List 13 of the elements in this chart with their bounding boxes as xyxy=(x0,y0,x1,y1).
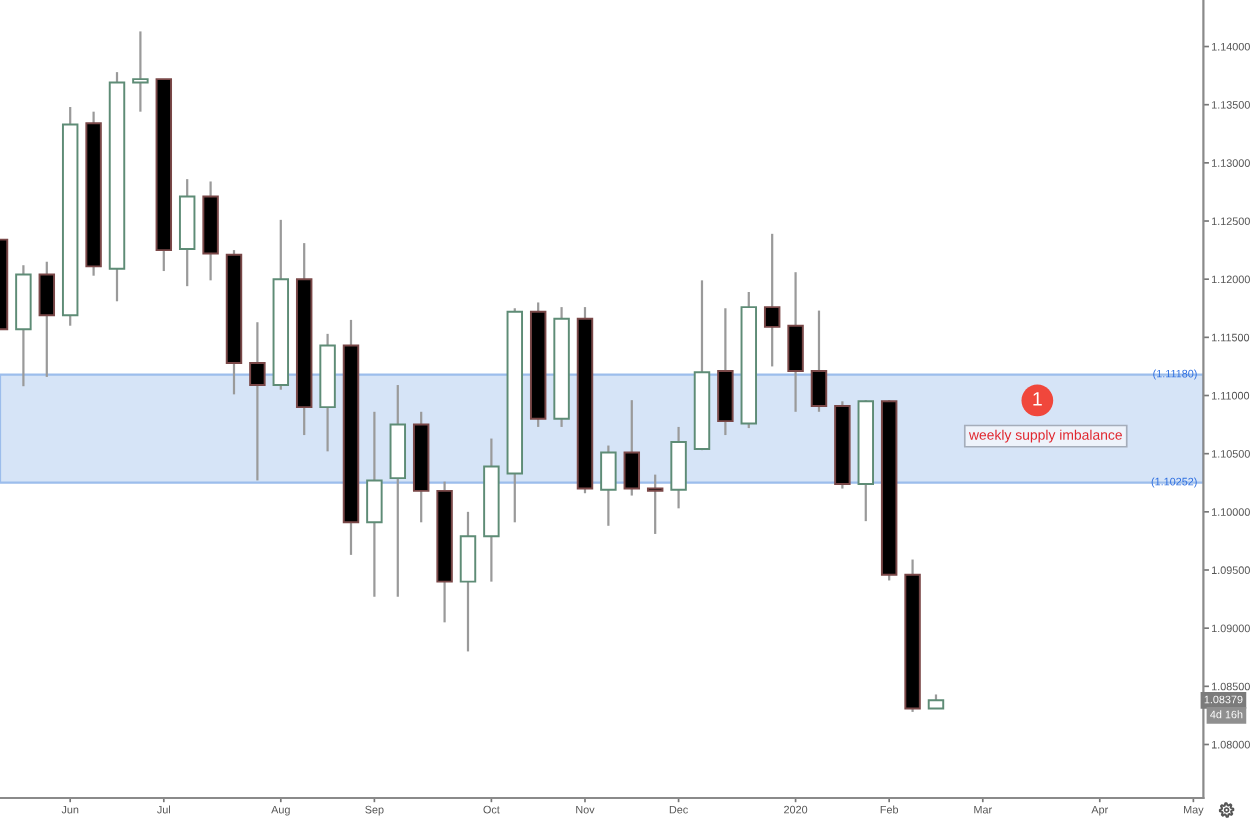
candlestick xyxy=(810,309,828,413)
candlestick xyxy=(132,30,149,113)
candlestick xyxy=(366,410,383,598)
candlestick xyxy=(459,510,477,653)
candlestick xyxy=(38,260,56,379)
candlestick xyxy=(670,425,687,510)
candlestick xyxy=(600,444,617,527)
annotation: 1 xyxy=(1033,392,1042,406)
candlestick xyxy=(763,232,781,368)
candlestick xyxy=(623,399,641,497)
candlestick xyxy=(646,473,664,536)
candlestick xyxy=(249,321,266,482)
candlestick xyxy=(787,271,804,413)
